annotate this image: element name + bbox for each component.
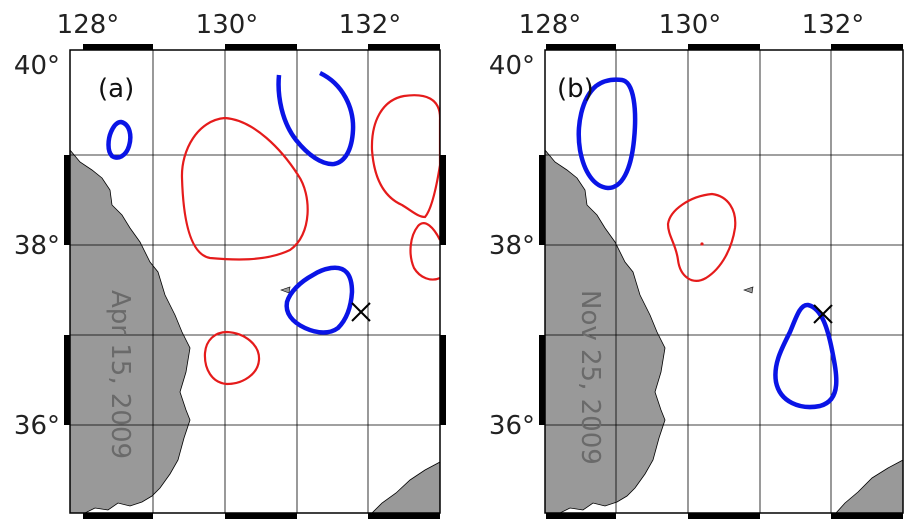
y-tick-36-a: 36° xyxy=(14,411,60,441)
panel-a-date: Apr 15, 2009 xyxy=(105,290,135,459)
x-tick-128-b: 128° xyxy=(519,10,582,40)
frame-b xyxy=(539,44,904,519)
y-tick-labels-a: 40° 38° 36° xyxy=(14,51,60,441)
island-marker-b xyxy=(743,286,754,294)
cross-marker-icon xyxy=(351,302,371,322)
map-panel-a: (a) Apr 15, 2009 xyxy=(64,44,446,519)
y-tick-38-a: 38° xyxy=(14,231,60,261)
warm-eddy-a1 xyxy=(180,116,309,261)
island-marker-a xyxy=(280,286,291,294)
cold-eddy-a1 xyxy=(106,119,133,160)
y-tick-38-b: 38° xyxy=(489,231,535,261)
panel-b-date: Nov 25, 2009 xyxy=(575,290,605,465)
grid-b xyxy=(545,50,903,513)
y-tick-labels-b: 40° 38° 36° xyxy=(489,51,535,441)
coastline-japan-b xyxy=(835,459,903,513)
x-tick-labels-a: 128° 130° 132° xyxy=(57,10,402,40)
y-tick-40-b: 40° xyxy=(489,51,535,81)
cross-marker-icon xyxy=(813,304,833,324)
cold-eddy-b2 xyxy=(773,302,839,410)
warm-eddy-b2 xyxy=(700,242,704,246)
coastline-korea-a xyxy=(70,149,191,513)
grid-a xyxy=(70,50,440,513)
x-tick-128-a: 128° xyxy=(57,10,120,40)
y-tick-36-b: 36° xyxy=(489,411,535,441)
x-tick-132-a: 132° xyxy=(339,10,402,40)
map-panel-b: (b) Nov 25, 2009 xyxy=(539,44,904,519)
warm-eddy-a3 xyxy=(409,222,440,281)
warm-eddy-b1 xyxy=(666,192,737,282)
x-tick-130-b: 130° xyxy=(659,10,722,40)
cold-eddy-b1 xyxy=(576,77,638,191)
x-tick-labels-b: 128° 130° 132° xyxy=(519,10,865,40)
x-tick-130-a: 130° xyxy=(196,10,259,40)
coastline-korea-b xyxy=(545,149,666,513)
y-tick-40-a: 40° xyxy=(14,51,60,81)
panel-a-label: (a) xyxy=(98,74,134,104)
cold-eddy-a3 xyxy=(284,265,355,335)
coastline-japan-a xyxy=(371,461,440,513)
warm-eddy-a4 xyxy=(203,330,261,386)
cold-eddy-a2 xyxy=(276,70,356,167)
panel-b-label: (b) xyxy=(557,74,594,104)
frame-a xyxy=(64,44,446,519)
x-tick-132-b: 132° xyxy=(802,10,865,40)
